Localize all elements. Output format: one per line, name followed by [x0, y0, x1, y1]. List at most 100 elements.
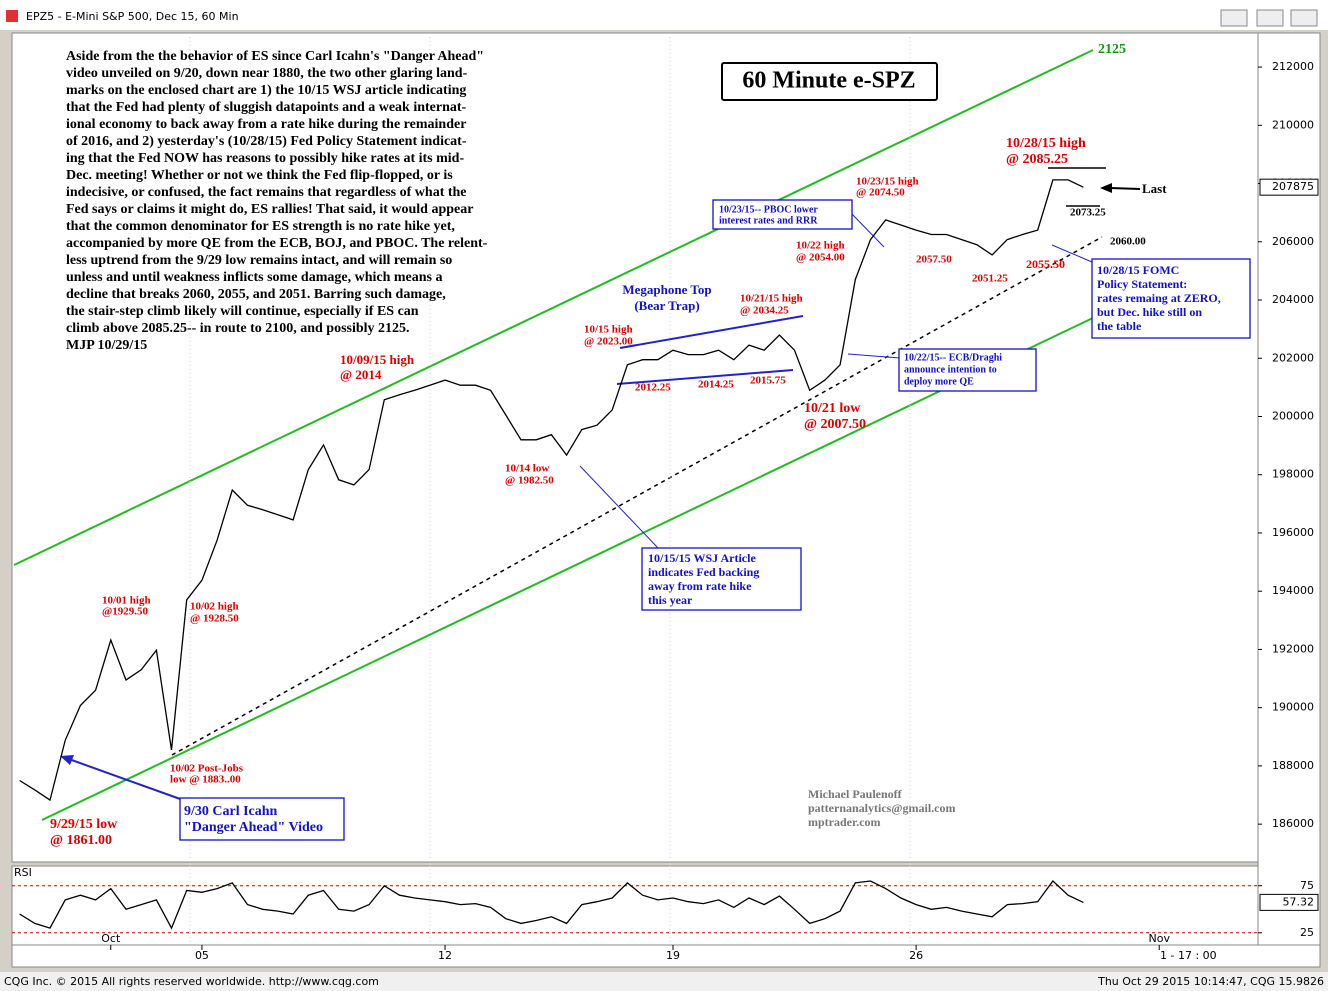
annotation-text: 2060.00: [1110, 236, 1146, 248]
y-tick-label: 202000: [1272, 351, 1314, 364]
annotation-text: 2014.25: [698, 379, 734, 391]
annotation-text: 10/23/15-- PBOC lower: [719, 204, 818, 215]
annotation-text: the stair-step climb likely will continu…: [66, 304, 419, 319]
footer-left: CQG Inc. © 2015 All rights reserved worl…: [4, 975, 379, 988]
annotation-text: 2073.25: [1070, 207, 1106, 219]
annotation-text: 2012.25: [635, 382, 671, 394]
annotation-text: the table: [1097, 319, 1142, 333]
app-icon: [6, 10, 18, 22]
last-value-label: 57.32: [1283, 895, 1315, 908]
y-tick-label: 204000: [1272, 293, 1314, 306]
annotation-text: @ 1982.50: [505, 475, 554, 487]
x-tick-label: 26: [909, 949, 923, 962]
annotation-text: deploy more QE: [904, 376, 974, 387]
annotation-text: 60 Minute e-SPZ: [742, 68, 915, 94]
x-tick-label: Oct: [101, 932, 121, 945]
y-tick-label: 206000: [1272, 235, 1314, 248]
y-tick-label: 186000: [1272, 817, 1314, 830]
annotation-text: Last: [1142, 181, 1167, 196]
minimize-button[interactable]: [1220, 9, 1248, 27]
fomc-pointer: [1051, 244, 1093, 263]
annotation-text: @ 2023.00: [584, 336, 633, 348]
status-bar: [0, 972, 1328, 991]
annotation-text: @ 2074.50: [856, 187, 905, 199]
rsi-label: RSI: [14, 866, 32, 879]
annotation-text: MJP 10/29/15: [66, 338, 147, 353]
annotation-text: mptrader.com: [808, 815, 881, 829]
series-line: [19, 179, 1084, 802]
annotation-text: @ 2054.00: [796, 252, 845, 264]
annotation-text: ing that the Fed NOW has reasons to poss…: [66, 151, 464, 166]
annotation-text: 2125: [1098, 42, 1126, 57]
annotation-text: @ 2014: [340, 367, 382, 382]
annotation-text: Policy Statement:: [1097, 277, 1187, 291]
wsj-pointer: [579, 465, 659, 549]
x-tick-label: 12: [438, 949, 452, 962]
annotation-text: 10/09/15 high: [340, 352, 415, 367]
annotation-box: [721, 62, 938, 101]
annotation-text: patternanalytics@gmail.com: [808, 801, 955, 815]
annotation-text: @ 1861.00: [50, 833, 112, 848]
annotation-text: @ 1928.50: [190, 613, 239, 625]
y-tick-label: 196000: [1272, 526, 1314, 539]
price-axis: [1257, 32, 1321, 946]
y-tick-label: 212000: [1272, 60, 1314, 73]
annotation-text: 10/28/15 high: [1006, 136, 1086, 151]
annotation-text: accompanied by more QE from the ECB, BOJ…: [66, 236, 488, 251]
annotation-text: @ 2034.25: [740, 305, 789, 317]
annotation-text: rates remaing at ZERO,: [1097, 291, 1221, 305]
megaphone-upper: [619, 315, 804, 349]
annotation-text: 9/30 Carl Icahn: [184, 804, 278, 819]
annotation-text: 10/28/15 FOMC: [1097, 263, 1179, 277]
time-cursor-label: 1 - 17 : 00: [1160, 949, 1217, 962]
annotation-text: 2057.50: [916, 254, 952, 266]
annotation-text: 10/22/15-- ECB/Draghi: [904, 352, 1002, 363]
annotation-text: ional economy to back away from a rate h…: [66, 117, 466, 132]
annotation-text: Michael Paulenoff: [808, 787, 903, 801]
y-tick-label: 194000: [1272, 584, 1314, 597]
uptrend-line: [171, 236, 1103, 756]
last-value-label: 207875: [1272, 180, 1314, 193]
title-bar: [0, 0, 1328, 30]
annotation-text: indicates Fed backing: [648, 565, 759, 579]
annotation-text: climb above 2085.25-- in route to 2100, …: [66, 321, 410, 336]
window-title: EPZ5 - E-Mini S&P 500, Dec 15, 60 Min: [26, 10, 239, 23]
annotation-text: Dec. meeting! Whether or not we think th…: [66, 168, 453, 183]
series-line: [19, 880, 1084, 930]
annotation-box: [898, 348, 1037, 392]
annotation-text: 10/02 high: [190, 601, 239, 613]
annotation-text: of 2016, and 2) yesterday's (10/28/15) F…: [66, 134, 467, 149]
annotation-text: less uptrend from the 9/29 low remains i…: [66, 253, 452, 268]
annotation-text: @ 2007.50: [804, 417, 866, 432]
y-tick-label: 198000: [1272, 468, 1314, 481]
annotation-text: that the Fed had plenty of sluggish data…: [66, 100, 467, 115]
annotation-text: "Danger Ahead" Video: [184, 820, 323, 835]
arrow-head: [1100, 183, 1112, 193]
close-button[interactable]: [1290, 9, 1318, 27]
annotation-text: interest rates and RRR: [719, 215, 818, 226]
annotation-text: 10/23/15 high: [856, 176, 919, 188]
annotation-text: that the common denominator for ES stren…: [66, 219, 455, 234]
annotation-text: Megaphone Top: [622, 282, 711, 297]
annotation-box: [712, 199, 853, 230]
annotation-text: away from rate hike: [648, 579, 752, 593]
annotation-text: low @ 1883..00: [170, 774, 241, 786]
annotation-box: [641, 547, 802, 611]
last-value-box: [1259, 893, 1319, 911]
annotation-text: @1929.50: [102, 606, 148, 618]
annotation-text: 10/01 high: [102, 595, 151, 607]
rsi-panel: [11, 865, 1259, 946]
megaphone-lower: [616, 369, 794, 385]
x-tick-label: Nov: [1148, 932, 1170, 945]
last-value-box: [1259, 178, 1319, 196]
annotation-text: indecisive, or confused, the fact remain…: [66, 185, 467, 200]
y-tick-label: 75: [1300, 879, 1314, 892]
x-tick-label: 19: [666, 949, 680, 962]
annotation-text: Fed says or claims it might do, ES ralli…: [66, 202, 473, 217]
annotation-text: 10/22 high: [796, 240, 845, 252]
annotation-text: announce intention to: [904, 364, 997, 375]
maximize-button[interactable]: [1256, 9, 1284, 27]
annotation-text: but Dec. hike still on: [1097, 305, 1202, 319]
annotation-text: 2051.25: [972, 273, 1008, 285]
